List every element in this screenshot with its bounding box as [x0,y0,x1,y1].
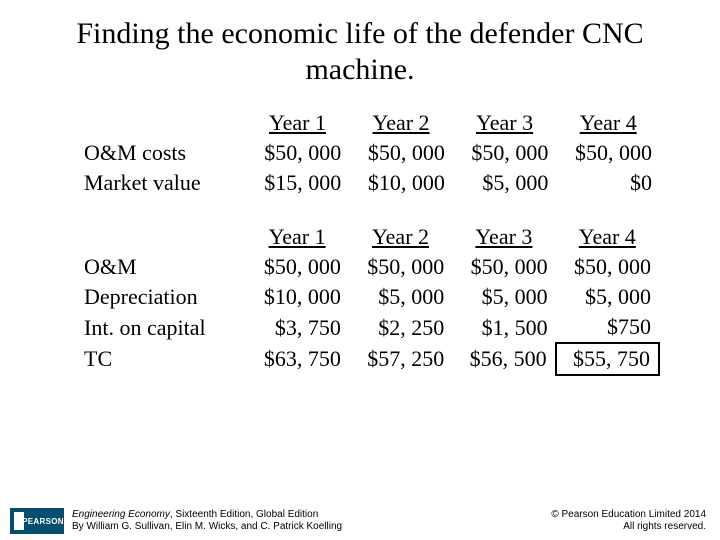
table-row: O&M costs $50, 000 $50, 000 $50, 000 $50… [80,138,660,168]
table-2-col-4: Year 4 [556,222,659,252]
pearson-logo: PEARSON [10,508,64,534]
tables-container: Year 1 Year 2 Year 3 Year 4 O&M costs $5… [0,96,720,376]
cell: $1, 500 [452,312,555,343]
cell: $50, 000 [556,138,660,168]
table-1-col-3: Year 3 [453,108,557,138]
row-label: O&M costs [80,138,246,168]
cell: $57, 250 [349,343,452,375]
footer-book-info: Engineering Economy, Sixteenth Edition, … [72,509,342,534]
cell: $50, 000 [556,252,659,282]
cell: $10, 000 [245,282,348,312]
cell: $50, 000 [245,252,348,282]
table-row: Depreciation $10, 000 $5, 000 $5, 000 $5… [80,282,659,312]
cell: $3, 750 [245,312,348,343]
table-2-col-2: Year 2 [349,222,452,252]
slide-title: Finding the economic life of the defende… [0,0,720,96]
footer-left: PEARSON Engineering Economy, Sixteenth E… [10,508,342,534]
cell: $50, 000 [453,138,557,168]
cell: $750 [556,312,659,343]
table-2: Year 1 Year 2 Year 3 Year 4 O&M $50, 000… [80,222,660,376]
table-1-col-1: Year 1 [246,108,350,138]
cell: $50, 000 [349,252,452,282]
table-row: Market value $15, 000 $10, 000 $5, 000 $… [80,168,660,198]
cell: $5, 000 [556,282,659,312]
cell: $5, 000 [349,282,452,312]
cell: $63, 750 [245,343,348,375]
table-row: Int. on capital $3, 750 $2, 250 $1, 500 … [80,312,659,343]
table-1-col-4: Year 4 [556,108,660,138]
table-2-col-1: Year 1 [245,222,348,252]
pearson-logo-text: PEARSON [22,517,64,526]
cell: $50, 000 [246,138,350,168]
row-label: Depreciation [80,282,245,312]
row-label: Int. on capital [80,312,245,343]
copyright-line-2: All rights reserved. [551,521,706,534]
table-2-col-3: Year 3 [452,222,555,252]
table-1-empty-header [80,108,246,138]
cell: $50, 000 [452,252,555,282]
table-row: TC $63, 750 $57, 250 $56, 500 $55, 750 [80,343,659,375]
row-label: O&M [80,252,245,282]
slide-footer: PEARSON Engineering Economy, Sixteenth E… [0,508,720,534]
cell: $56, 500 [452,343,555,375]
table-1: Year 1 Year 2 Year 3 Year 4 O&M costs $5… [80,108,660,198]
footer-right: © Pearson Education Limited 2014 All rig… [551,509,706,534]
table-2-empty-header [80,222,245,252]
cell: $2, 250 [349,312,452,343]
cell: $5, 000 [453,168,557,198]
cell: $15, 000 [246,168,350,198]
book-edition: , Sixteenth Edition, Global Edition [170,509,318,520]
copyright-line-1: © Pearson Education Limited 2014 [551,509,706,522]
cell: $50, 000 [349,138,453,168]
table-1-col-2: Year 2 [349,108,453,138]
cell-minimum-tc: $55, 750 [556,343,659,375]
book-title: Engineering Economy [72,509,170,520]
table-row: O&M $50, 000 $50, 000 $50, 000 $50, 000 [80,252,659,282]
cell: $5, 000 [452,282,555,312]
row-label: Market value [80,168,246,198]
cell: $0 [556,168,660,198]
book-authors: By William G. Sullivan, Elin M. Wicks, a… [72,521,342,534]
cell: $10, 000 [349,168,453,198]
row-label: TC [80,343,245,375]
